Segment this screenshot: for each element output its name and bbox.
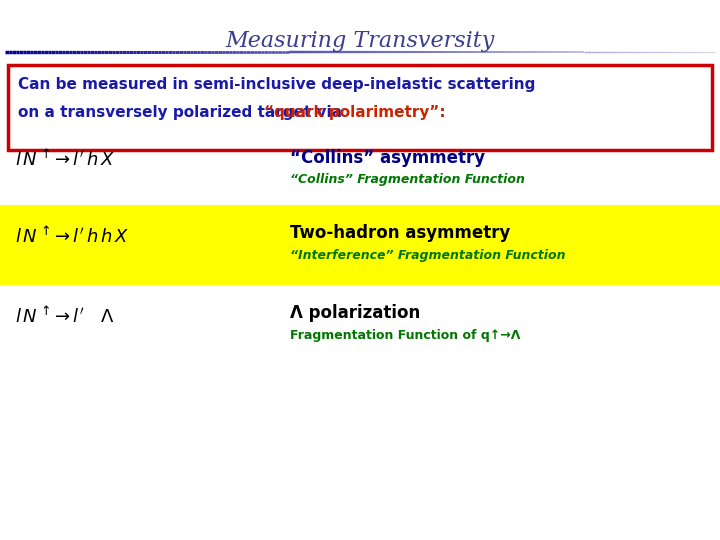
Bar <box>0 205 720 285</box>
Text: on a transversely polarized target via: on a transversely polarized target via <box>18 105 347 120</box>
Bar <box>8 65 712 150</box>
Text: “Interference” Fragmentation Function: “Interference” Fragmentation Function <box>290 248 565 261</box>
Text: Two-hadron asymmetry: Two-hadron asymmetry <box>290 224 510 242</box>
Text: “Collins” asymmetry: “Collins” asymmetry <box>290 149 485 167</box>
Text: “Collins” Fragmentation Function: “Collins” Fragmentation Function <box>290 173 525 186</box>
Text: Measuring Transversity: Measuring Transversity <box>225 30 495 52</box>
Text: $l\,N^{\uparrow}\!\rightarrow l'\,h\,h\,X$: $l\,N^{\uparrow}\!\rightarrow l'\,h\,h\,… <box>15 227 130 247</box>
Text: “quark polarimetry”:: “quark polarimetry”: <box>264 105 446 120</box>
Text: Fragmentation Function of q↑→Λ: Fragmentation Function of q↑→Λ <box>290 328 521 341</box>
Text: Can be measured in semi-inclusive deep-inelastic scattering: Can be measured in semi-inclusive deep-i… <box>18 77 536 92</box>
Text: $l\,N^{\uparrow}\!\rightarrow l'\quad\Lambda$: $l\,N^{\uparrow}\!\rightarrow l'\quad\La… <box>15 307 114 327</box>
Text: Λ polarization: Λ polarization <box>290 304 420 322</box>
Text: $l\,N^{\uparrow}\!\rightarrow l'\,h\,X$: $l\,N^{\uparrow}\!\rightarrow l'\,h\,X$ <box>15 150 115 171</box>
